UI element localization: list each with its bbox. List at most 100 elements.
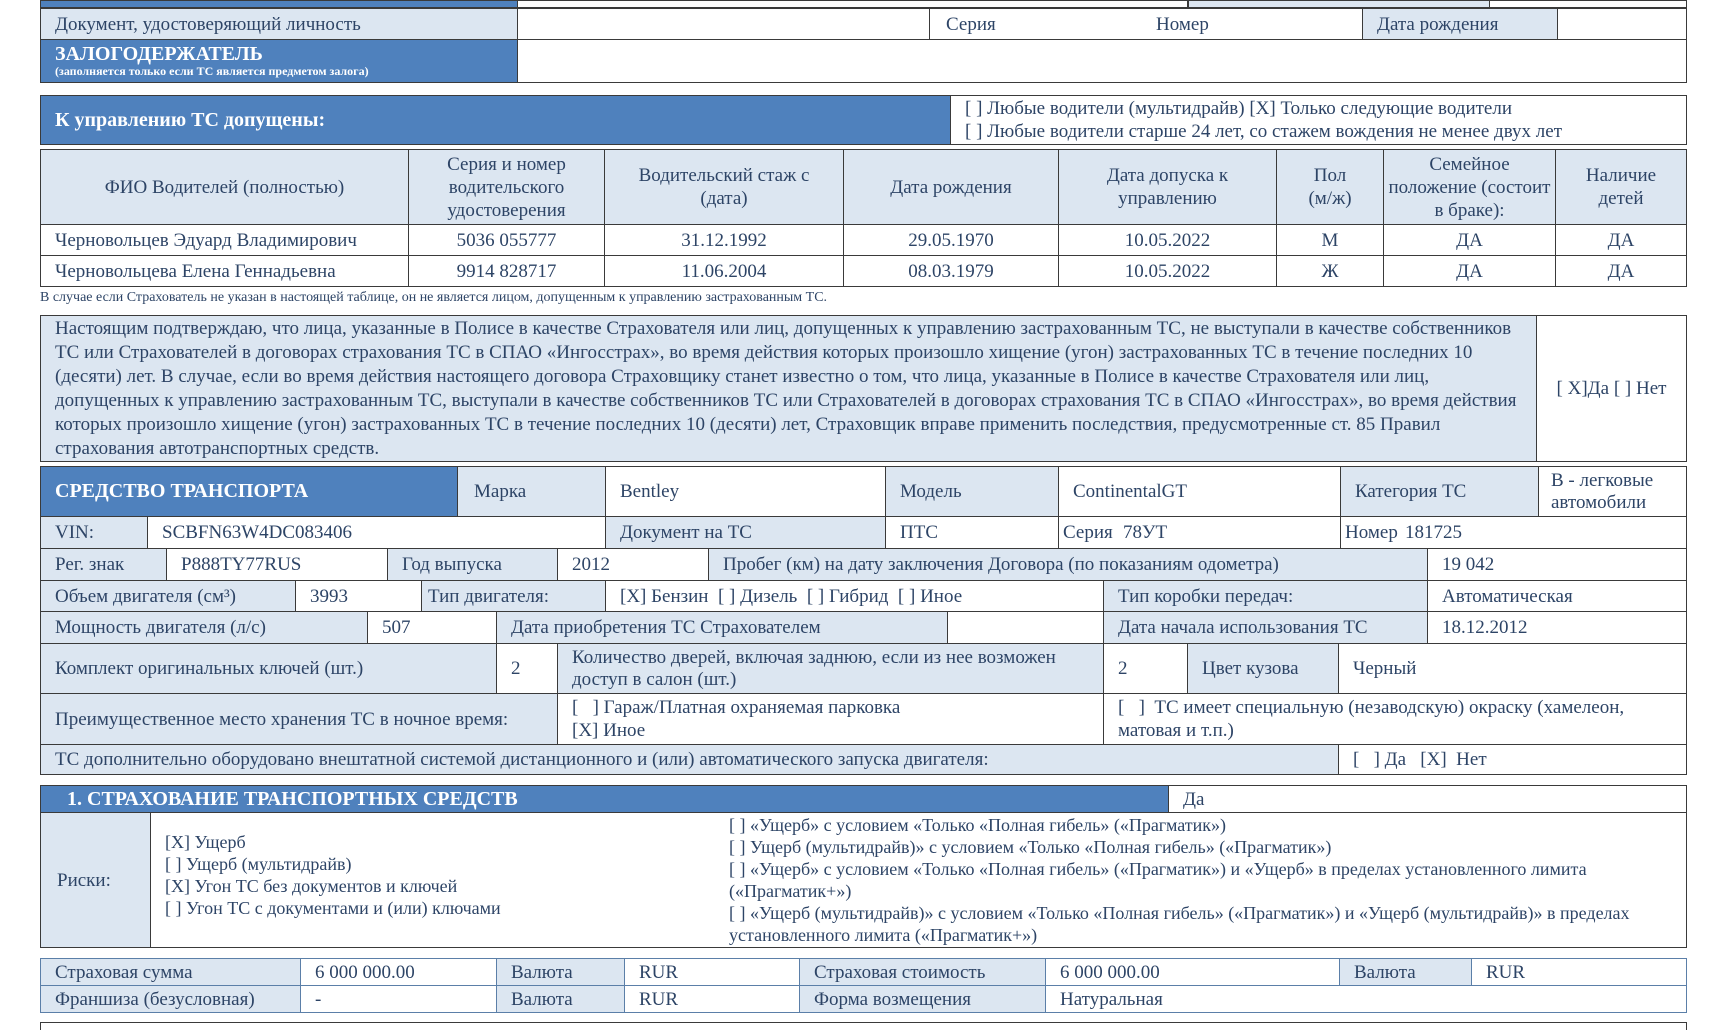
label: Категория ТС [1355, 481, 1467, 502]
declaration-answer[interactable]: [ X]Да [ ] Нет [1536, 315, 1687, 462]
value: - [315, 988, 322, 1010]
cell-text: ДА [1456, 260, 1483, 282]
value: Автоматическая [1442, 585, 1573, 607]
birth-date-label: Дата рождения [1362, 8, 1558, 40]
risk-pragmatic-plus-multidrive[interactable]: [ ] «Ущерб (мультидрайв)» с условием «То… [729, 903, 1630, 945]
color-value: Черный [1338, 643, 1687, 694]
risk-damage[interactable]: [X] Ущерб [165, 832, 246, 852]
storage-option-garage[interactable]: [ ] Гараж/Платная охраняемая парковка [572, 697, 901, 718]
label: Преимущественное место хранения ТС в ноч… [55, 708, 509, 730]
header-text: Семейное положение (состоит в браке): [1388, 153, 1551, 221]
value: ContinentalGT [1073, 481, 1187, 502]
doors-label: Количество дверей, включая заднюю, если … [557, 643, 1104, 694]
compensation-value: Натуральная [1045, 985, 1687, 1013]
vehicle-header: СРЕДСТВО ТРАНСПОРТА [40, 466, 458, 517]
drivers-note: В случае если Страхователь не указан в н… [40, 290, 828, 305]
drivers-col-header: Дата рождения [843, 149, 1059, 225]
currency-label: Валюта [496, 958, 625, 986]
label: Цвет кузова [1202, 658, 1299, 679]
drivers-option-multidrive[interactable]: [ ] Любые водители (мультидрайв) [X] Тол… [965, 98, 1513, 119]
label: Страховая сумма [55, 961, 193, 983]
purchase-date-label: Дата приобретения ТС Страхователем [496, 611, 948, 644]
make-value: Bentley [605, 466, 886, 517]
driver-birth-cell: 29.05.1970 [843, 224, 1059, 256]
keys-value: 2 [496, 643, 558, 694]
year-label: Год выпуска [387, 548, 558, 581]
value: 2 [1118, 658, 1128, 679]
risk-pragmatic-multidrive[interactable]: [ ] Ущерб (мультидрайв)» с условием «Тол… [729, 837, 1332, 857]
label: Тип коробки передач: [1118, 585, 1294, 607]
label: Количество дверей, включая заднюю, если … [572, 646, 1056, 690]
mileage-label: Пробег (км) на дату заключения Договора … [708, 548, 1428, 581]
risk-pragmatic[interactable]: [ ] «Ущерб» с условием «Только «Полная г… [729, 815, 1226, 835]
sum-label: Страховая сумма [40, 958, 301, 986]
label: Тип двигателя: [428, 585, 549, 607]
drivers-col-header: Семейное положение (состоит в браке): [1383, 149, 1556, 225]
pledgee-header: ЗАЛОГОДЕРЖАТЕЛЬ (заполняется только если… [40, 39, 518, 83]
gearbox-label: Тип коробки передач: [1103, 580, 1428, 612]
insurance-header: 1. СТРАХОВАНИЕ ТРАНСПОРТНЫХ СРЕДСТВ [40, 785, 1169, 813]
drivers-options: [ ] Любые водители (мультидрайв) [X] Тол… [950, 95, 1687, 145]
header-text: Серия и номер водительского удостоверени… [447, 153, 566, 221]
label: Дата рождения [1377, 13, 1499, 35]
sum-value: 6 000 000.00 [300, 958, 497, 986]
value: RUR [639, 961, 679, 983]
cell-text: 10.05.2022 [1124, 260, 1211, 282]
label: Серия [1063, 522, 1113, 543]
gearbox-value: Автоматическая [1427, 580, 1687, 612]
label: Валюта [511, 961, 573, 983]
value: 181725 [1405, 522, 1462, 543]
value: Натуральная [1060, 988, 1163, 1010]
driver-license-cell: 9914 828717 [408, 255, 605, 287]
top-partial-header [40, 0, 518, 8]
value: 78УТ [1123, 522, 1168, 543]
label: VIN: [55, 522, 95, 543]
cell-text: 11.06.2004 [681, 260, 767, 282]
label: Дата приобретения ТС Страхователем [511, 617, 821, 638]
header-text: ФИО Водителей (полностью) [104, 176, 345, 198]
value: 6 000 000.00 [315, 961, 415, 983]
top-partial-label [1188, 0, 1490, 8]
risk-damage-multidrive[interactable]: [ ] Ущерб (мультидрайв) [165, 854, 352, 874]
cell-text: Черновольцев Эдуард Владимирович [55, 229, 357, 251]
risk-pragmatic-plus[interactable]: [ ] «Ущерб» с условием «Только «Полная г… [729, 859, 1587, 901]
drivers-option-over24[interactable]: [ ] Любые водители старше 24 лет, со ста… [965, 121, 1563, 142]
risk-theft-no-docs[interactable]: [X] Угон ТС без документов и ключей [165, 876, 458, 896]
vin-label: VIN: [40, 516, 148, 549]
risk-theft-with-docs[interactable]: [ ] Угон ТС с документами и (или) ключам… [165, 898, 501, 918]
vehicle-doc-value: ПТС [885, 516, 1059, 549]
drivers-col-header: Дата допуска к управлению [1058, 149, 1277, 225]
cell-text: М [1321, 229, 1339, 251]
special-paint-option[interactable]: [ ] ТС имеет специальную (незаводскую) о… [1103, 693, 1687, 745]
start-date-label: Дата начала использования ТС [1103, 611, 1428, 644]
declaration-body: Настоящим подтверждаю, что лица, указанн… [55, 317, 1517, 459]
birth-date-field[interactable] [1557, 8, 1687, 40]
label: Модель [900, 481, 962, 502]
category-label: Категория ТС [1340, 466, 1539, 517]
cell-text: Черновольцева Елена Геннадьевна [55, 260, 336, 282]
cell-text: 10.05.2022 [1124, 229, 1211, 251]
header-text: Дата рождения [890, 176, 1012, 198]
value: RUR [1486, 961, 1526, 983]
deductible-label: Франшиза (безусловная) [40, 985, 301, 1013]
identity-series-number-field[interactable]: Серия Номер [929, 8, 1363, 40]
value: 2 [511, 658, 521, 679]
model-value: ContinentalGT [1058, 466, 1341, 517]
header-text: Водительский стаж с (дата) [638, 165, 810, 209]
drivers-title: К управлению ТС допущены: [55, 108, 326, 131]
declaration-text: Настоящим подтверждаю, что лица, указанн… [40, 315, 1537, 462]
cell-text: Ж [1321, 260, 1339, 282]
driver-birth-cell: 08.03.1979 [843, 255, 1059, 287]
drivers-col-header: Водительский стаж с (дата) [604, 149, 844, 225]
drivers-col-header: Серия и номер водительского удостоверени… [408, 149, 605, 225]
remote-start-options[interactable]: [ ] Да [X] Нет [1338, 744, 1687, 775]
engine-type-options[interactable]: [X] Бензин [ ] Дизель [ ] Гибрид [ ] Ино… [605, 580, 1104, 612]
driver-sex-cell: Ж [1276, 255, 1384, 287]
storage-option-other[interactable]: [X] Иное [572, 720, 646, 741]
value: SCBFN63W4DC083406 [162, 522, 353, 543]
identity-doc-field[interactable] [517, 8, 930, 40]
header-text: Пол (м/ж) [1308, 165, 1352, 209]
cell-text: 9914 828717 [456, 260, 557, 282]
vehicle-doc-label: Документ на ТС [605, 516, 886, 549]
pledgee-field[interactable] [517, 39, 1687, 83]
